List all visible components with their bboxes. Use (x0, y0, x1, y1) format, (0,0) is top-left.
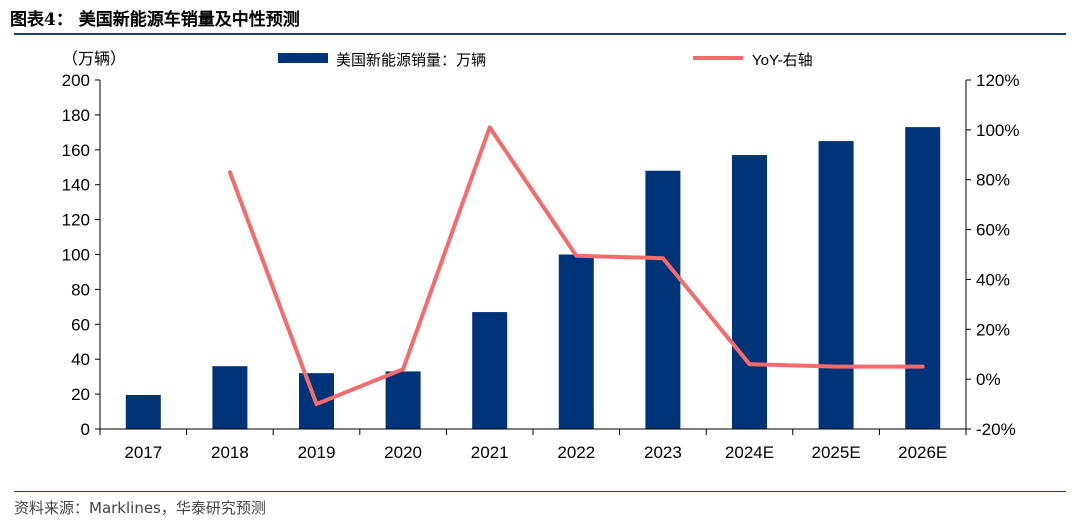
left-tick-label: 160 (62, 141, 90, 160)
yoy-point-2026E (922, 366, 924, 368)
source-note: 资料来源：Marklines，华泰研究预测 (14, 499, 266, 517)
right-tick-label: 40% (976, 270, 1010, 289)
x-tick-label: 2020 (384, 443, 422, 462)
x-tick-label: 2018 (211, 443, 249, 462)
left-tick-label: 60 (71, 315, 90, 334)
yoy-point-2022 (575, 255, 577, 257)
yoy-line-series (227, 125, 925, 407)
left-tick-label: 120 (62, 211, 90, 230)
yoy-point-2019 (316, 403, 317, 405)
left-tick-label: 140 (62, 176, 90, 195)
x-tick-label: 2025E (812, 443, 861, 462)
left-tick-label: 200 (62, 71, 90, 90)
left-tick-label: 180 (62, 106, 90, 125)
left-tick-label: 80 (71, 280, 90, 299)
footer-divider (14, 491, 1066, 492)
bar-2024E (732, 155, 767, 429)
axes: 0 20 40 60 80 100 120 140 160 180 200 -20% 0% 20% 40% 6… (62, 71, 1020, 462)
x-tick-label: 2026E (898, 443, 947, 462)
x-tick-label: 2021 (471, 443, 509, 462)
right-tick-label: 0% (976, 370, 1001, 389)
legend-line-label: YoY-右轴 (752, 52, 813, 69)
right-tick-label: 60% (976, 221, 1010, 240)
left-tick-label: 100 (62, 246, 90, 265)
x-tick-label: 2019 (298, 443, 336, 462)
right-tick-label: -20% (976, 420, 1016, 439)
bar-2021 (472, 312, 508, 429)
bar-2023 (645, 170, 681, 430)
bar-series (125, 127, 941, 430)
bar-2018 (212, 366, 248, 429)
x-tick-label: 2023 (644, 443, 682, 462)
yoy-point-2023 (662, 257, 664, 259)
right-tick-label: 80% (976, 171, 1010, 190)
right-tick-label: 20% (976, 320, 1010, 339)
yoy-point-2018 (229, 171, 231, 173)
left-axis-unit-label: （万辆） (62, 50, 126, 68)
x-tick-label: 2017 (124, 443, 162, 462)
yoy-point-2024E (749, 363, 750, 365)
left-tick-label: 20 (71, 385, 90, 404)
right-tick-label: 100% (976, 121, 1019, 140)
bar-2025E (818, 141, 854, 429)
legend: 美国新能源销量：万辆 YoY-右轴 (278, 52, 813, 69)
title-divider (14, 33, 1066, 35)
legend-bar-label: 美国新能源销量：万辆 (336, 52, 486, 69)
yoy-point-2025E (835, 366, 837, 368)
bar-2026E (905, 127, 941, 430)
yoy-point-2020 (402, 368, 404, 370)
yoy-point-2021 (489, 126, 491, 128)
bar-2017 (125, 394, 161, 429)
right-tick-label: 120% (976, 71, 1019, 90)
left-tick-label: 40 (71, 350, 90, 369)
bar-2022 (558, 254, 594, 429)
left-tick-label: 0 (81, 420, 90, 439)
x-tick-label: 2024E (725, 443, 774, 462)
bar-2020 (385, 371, 421, 429)
chart-title: 图表4： 美国新能源车销量及中性预测 (10, 10, 300, 30)
x-tick-label: 2022 (557, 443, 595, 462)
legend-bar-swatch (278, 53, 328, 63)
